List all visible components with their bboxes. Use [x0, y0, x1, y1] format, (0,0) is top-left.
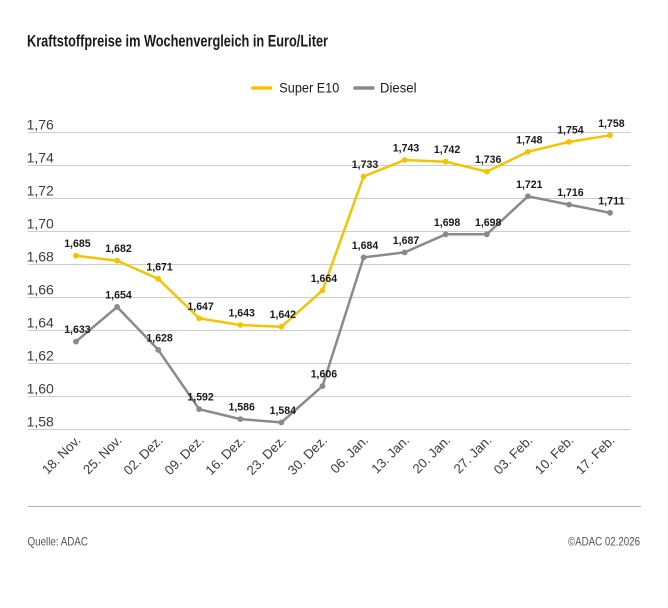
svg-text:1,711: 1,711: [598, 195, 624, 207]
svg-text:1,721: 1,721: [516, 179, 542, 191]
svg-text:1,64: 1,64: [27, 315, 54, 331]
svg-text:1,586: 1,586: [229, 402, 255, 414]
svg-text:1,628: 1,628: [146, 332, 172, 344]
svg-text:1,654: 1,654: [105, 289, 132, 301]
svg-text:1,60: 1,60: [27, 381, 54, 397]
svg-text:Diesel: Diesel: [380, 80, 417, 96]
svg-text:Quelle: ADAC: Quelle: ADAC: [28, 535, 89, 549]
svg-text:1,584: 1,584: [270, 405, 297, 417]
svg-text:1,592: 1,592: [187, 392, 213, 404]
svg-text:1,74: 1,74: [27, 150, 54, 166]
svg-text:1,742: 1,742: [434, 144, 460, 156]
svg-text:1,743: 1,743: [393, 143, 419, 155]
svg-text:1,72: 1,72: [27, 183, 54, 199]
svg-text:1,643: 1,643: [229, 308, 255, 320]
svg-text:1,58: 1,58: [27, 414, 54, 430]
svg-text:1,642: 1,642: [270, 309, 296, 321]
svg-text:1,664: 1,664: [311, 273, 338, 285]
svg-text:1,62: 1,62: [27, 348, 54, 364]
svg-text:1,758: 1,758: [598, 118, 624, 130]
svg-text:1,633: 1,633: [64, 324, 90, 336]
svg-text:1,647: 1,647: [187, 301, 213, 313]
svg-text:1,66: 1,66: [27, 282, 54, 298]
svg-text:1,733: 1,733: [352, 159, 378, 171]
svg-text:1,606: 1,606: [311, 369, 337, 381]
svg-text:1,68: 1,68: [27, 249, 54, 265]
svg-text:©ADAC 02.2026: ©ADAC 02.2026: [568, 535, 640, 549]
svg-text:1,754: 1,754: [557, 124, 584, 136]
svg-text:1,685: 1,685: [64, 238, 90, 250]
svg-text:1,76: 1,76: [27, 117, 54, 133]
svg-text:1,70: 1,70: [27, 216, 54, 232]
svg-text:1,684: 1,684: [352, 240, 379, 252]
svg-text:1,671: 1,671: [146, 261, 172, 273]
svg-text:Kraftstoffpreise im Wochenverg: Kraftstoffpreise im Wochenvergleich in E…: [27, 32, 328, 51]
svg-text:1,698: 1,698: [475, 217, 501, 229]
svg-text:1,698: 1,698: [434, 217, 460, 229]
svg-text:1,716: 1,716: [557, 187, 583, 199]
svg-text:1,736: 1,736: [475, 154, 501, 166]
svg-text:1,687: 1,687: [393, 235, 419, 247]
svg-text:Super E10: Super E10: [279, 80, 339, 96]
svg-text:1,682: 1,682: [105, 243, 131, 255]
svg-text:1,748: 1,748: [516, 134, 542, 146]
